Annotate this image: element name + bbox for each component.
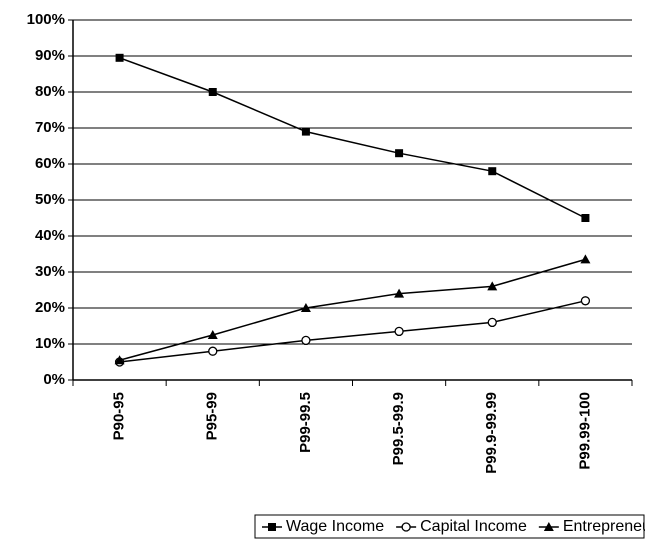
point <box>395 149 404 158</box>
point <box>300 303 311 312</box>
point <box>581 214 590 222</box>
y-tick-label: 100% <box>27 11 65 28</box>
y-tick-label: 50% <box>35 191 65 208</box>
y-tick-label: 40% <box>35 227 65 244</box>
legend-label: Capital Income <box>420 518 527 535</box>
y-tick-label: 90% <box>35 47 65 64</box>
y-tick-label: 60% <box>35 155 65 172</box>
x-tick-label: P99.5-99.9 <box>390 392 407 465</box>
point <box>301 335 311 346</box>
series-line <box>119 57 586 219</box>
series-line <box>119 258 586 361</box>
point <box>487 317 497 328</box>
series-line <box>119 300 586 363</box>
y-tick-label: 20% <box>35 299 65 316</box>
x-tick-label: P99-99.5 <box>297 392 314 453</box>
y-tick-label: 0% <box>43 371 65 388</box>
point <box>115 53 124 62</box>
point <box>488 167 497 176</box>
point <box>114 355 125 365</box>
y-tick-label: 70% <box>35 119 65 136</box>
x-tick-label: P99.99-100 <box>576 392 593 470</box>
point <box>394 326 404 337</box>
point <box>487 281 498 291</box>
legend-box <box>254 514 645 539</box>
x-tick-label: P95-99 <box>204 392 221 440</box>
legend-label: Entrepreneurial Income <box>563 518 645 535</box>
legend-marker <box>268 523 276 531</box>
y-tick-label: 10% <box>35 335 65 352</box>
point <box>580 254 591 264</box>
point <box>208 346 218 356</box>
point <box>394 288 405 298</box>
y-tick-label: 30% <box>35 263 65 280</box>
y-tick-label: 80% <box>35 83 65 100</box>
legend-marker <box>401 522 411 532</box>
point <box>301 127 310 136</box>
legend: Wage Income Capital Income Entrepreneurial… <box>254 514 645 539</box>
legend-marker <box>543 522 554 531</box>
x-tick-label: P90-95 <box>111 392 128 440</box>
point <box>207 330 218 339</box>
point <box>580 296 591 306</box>
x-tick-label: P99.9-99.99 <box>483 392 500 474</box>
point <box>208 88 217 96</box>
legend-label: Wage Income <box>286 518 384 535</box>
